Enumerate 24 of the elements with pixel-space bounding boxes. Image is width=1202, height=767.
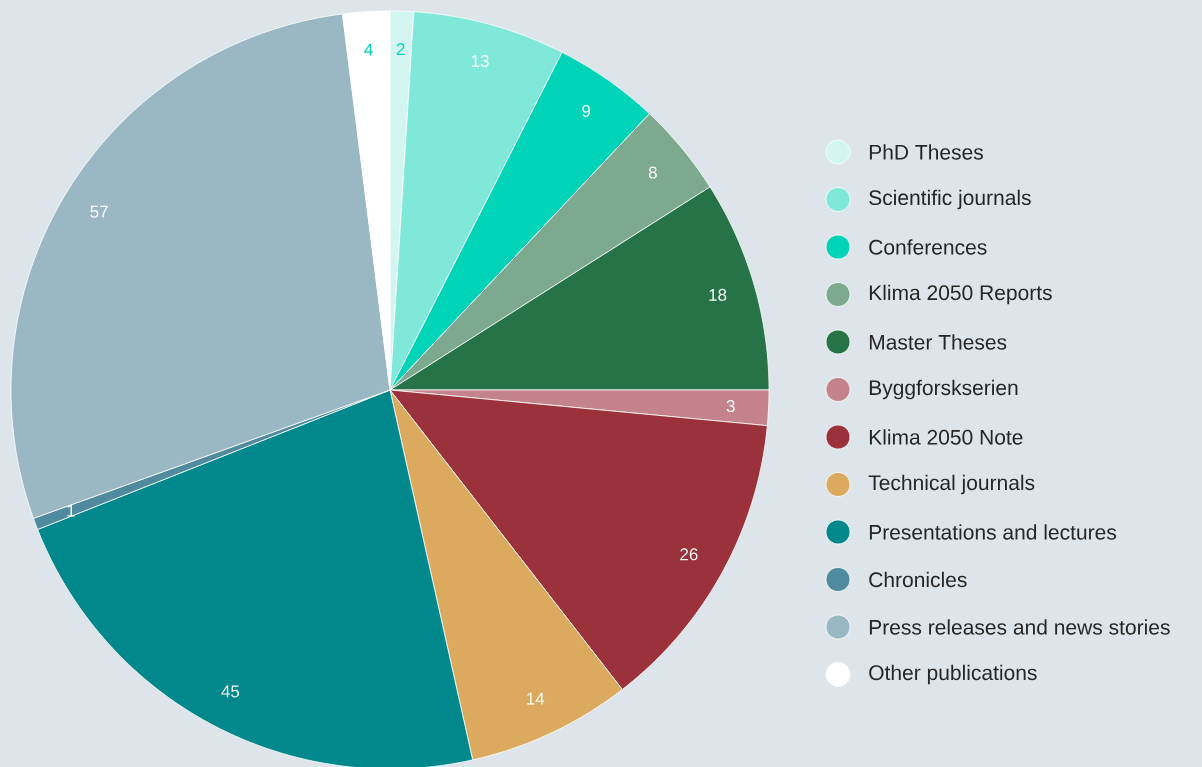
legend-label: Press releases and news stories — [869, 619, 1170, 635]
data-label: 45 — [221, 685, 240, 698]
legend-label: Klima 2050 Reports — [869, 284, 1052, 305]
legend-label: Other publications — [869, 664, 1037, 685]
data-label: 14 — [527, 692, 545, 705]
legend-label: Scientific journals — [869, 189, 1031, 210]
data-label: 57 — [90, 205, 108, 218]
data-label: 18 — [709, 288, 727, 301]
data-label: 2 — [396, 43, 405, 55]
data-label: 8 — [648, 166, 657, 179]
data-label: 3 — [726, 400, 735, 413]
data-label: 1 — [67, 504, 75, 517]
data-label: 4 — [364, 43, 373, 56]
data-label: 9 — [582, 104, 591, 117]
legend-label: Byggforskserien — [869, 379, 1018, 400]
legend-label: Klima 2050 Note — [869, 429, 1023, 445]
legend-label: Chronicles — [869, 571, 967, 588]
legend-label: Presentations and lectures — [869, 524, 1117, 540]
legend-label: Master Theses — [869, 334, 1007, 350]
legend-label: PhD Theses — [869, 144, 983, 160]
data-label: 13 — [471, 54, 489, 67]
legend-label: Technical journals — [868, 474, 1035, 495]
legend-label: Conferences — [869, 239, 987, 255]
data-label: 26 — [680, 548, 698, 561]
